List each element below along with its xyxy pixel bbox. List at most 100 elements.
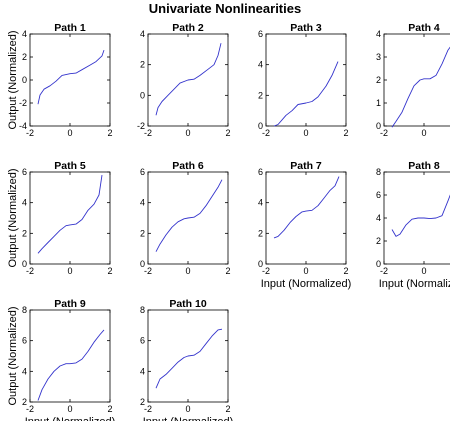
x-tick-label: 0 [185,266,190,276]
series-line [273,61,339,127]
x-tick-label: 0 [303,266,308,276]
axes-box [265,171,347,265]
axes-box [29,171,111,265]
y-tick-label: 0 [376,259,381,269]
axes-box [383,33,450,127]
axes-box [265,33,347,127]
y-tick-label: 6 [22,336,27,346]
y-tick-label: 2 [140,228,145,238]
x-tick-label: 0 [185,128,190,138]
y-tick-label: 2 [140,397,145,407]
series-line [37,49,105,105]
x-tick-label: -2 [380,266,388,276]
x-tick-label: -2 [144,404,152,414]
y-tick-label: 0 [22,75,27,85]
axes-box [29,33,111,127]
y-tick-label: 0 [376,121,381,131]
y-tick-label: 4 [140,198,145,208]
x-tick-label: -2 [26,266,34,276]
subplot-title: Path 6 [172,160,204,172]
y-tick-label: 2 [22,397,27,407]
x-tick-label: -2 [144,128,152,138]
y-tick-label: 8 [140,305,145,315]
x-tick-label: 2 [343,266,348,276]
subplot-title: Path 2 [172,22,204,34]
series-line [391,46,450,128]
y-tick-label: -2 [19,98,27,108]
subplot-title: Path 4 [408,22,440,34]
y-tick-label: 6 [376,190,381,200]
x-tick-label: 0 [67,266,72,276]
x-tick-label: -2 [144,266,152,276]
y-axis-label: Output (Normalized) [7,168,19,267]
figure-title: Univariate Nonlinearities [149,1,301,16]
x-tick-label: 2 [107,266,112,276]
x-tick-label: 0 [421,266,426,276]
y-tick-label: 6 [140,336,145,346]
y-tick-label: 6 [22,167,27,177]
y-tick-label: 4 [140,366,145,376]
x-tick-label: 2 [107,404,112,414]
subplot-path-2: Path 2 -2 0 2 -2 0 2 4 [137,22,231,138]
subplot-title: Path 10 [169,298,207,310]
subplot-path-10: Path 10 -2 0 2 2 4 6 8 Input (Normalized) [140,298,233,421]
x-tick-label: -2 [262,266,270,276]
y-tick-label: 8 [376,167,381,177]
x-axis-label: Input (Normalized) [25,416,115,421]
y-tick-label: 4 [22,198,27,208]
x-tick-label: 0 [185,404,190,414]
y-tick-label: 8 [22,305,27,315]
x-tick-label: 0 [67,404,72,414]
series-line [273,176,340,239]
y-tick-label: 0 [140,259,145,269]
y-tick-label: 4 [22,29,27,39]
y-tick-label: 0 [140,90,145,100]
x-tick-label: -2 [262,128,270,138]
subplot-path-8: Path 8-20202468Input (Normalized) [376,160,450,290]
y-tick-label: 4 [22,366,27,376]
y-tick-label: 0 [22,259,27,269]
x-tick-label: 2 [225,128,230,138]
x-tick-label: 0 [421,128,426,138]
x-tick-label: 0 [67,128,72,138]
subplot-title: Path 5 [54,160,86,172]
series-line [155,43,222,116]
subplot-title: Path 9 [54,298,86,310]
y-tick-label: 4 [140,29,145,39]
series-line [155,179,223,252]
y-tick-label: 0 [258,259,263,269]
y-tick-label: 2 [376,236,381,246]
y-tick-label: -4 [19,121,27,131]
y-tick-label: 2 [258,90,263,100]
x-tick-label: -2 [380,128,388,138]
x-tick-label: 2 [107,128,112,138]
axes-box [29,309,111,403]
x-axis-label: Input (Normalized) [143,416,233,421]
series-line [37,175,103,254]
y-axis-label: Output (Normalized) [7,306,19,405]
y-tick-label: 6 [140,167,145,177]
x-tick-label: 2 [343,128,348,138]
y-tick-label: -2 [137,121,145,131]
x-tick-label: 2 [225,266,230,276]
y-tick-label: 2 [140,60,145,70]
x-axis-label: Input (Normalized) [261,278,351,290]
series-line [155,328,223,389]
y-tick-label: 6 [258,167,263,177]
y-tick-label: 4 [376,29,381,39]
subplot-title: Path 7 [290,160,322,172]
y-tick-label: 2 [258,228,263,238]
y-tick-label: 4 [376,213,381,223]
subplot-path-4: Path 4-20201234 [376,22,450,138]
subplot-path-9: Path 9 -2 0 2 2 4 6 8 Input (Normalized) Output (… [7,298,115,421]
subplot-title: Path 1 [54,22,86,34]
y-tick-label: 1 [376,98,381,108]
series-line [391,194,450,237]
